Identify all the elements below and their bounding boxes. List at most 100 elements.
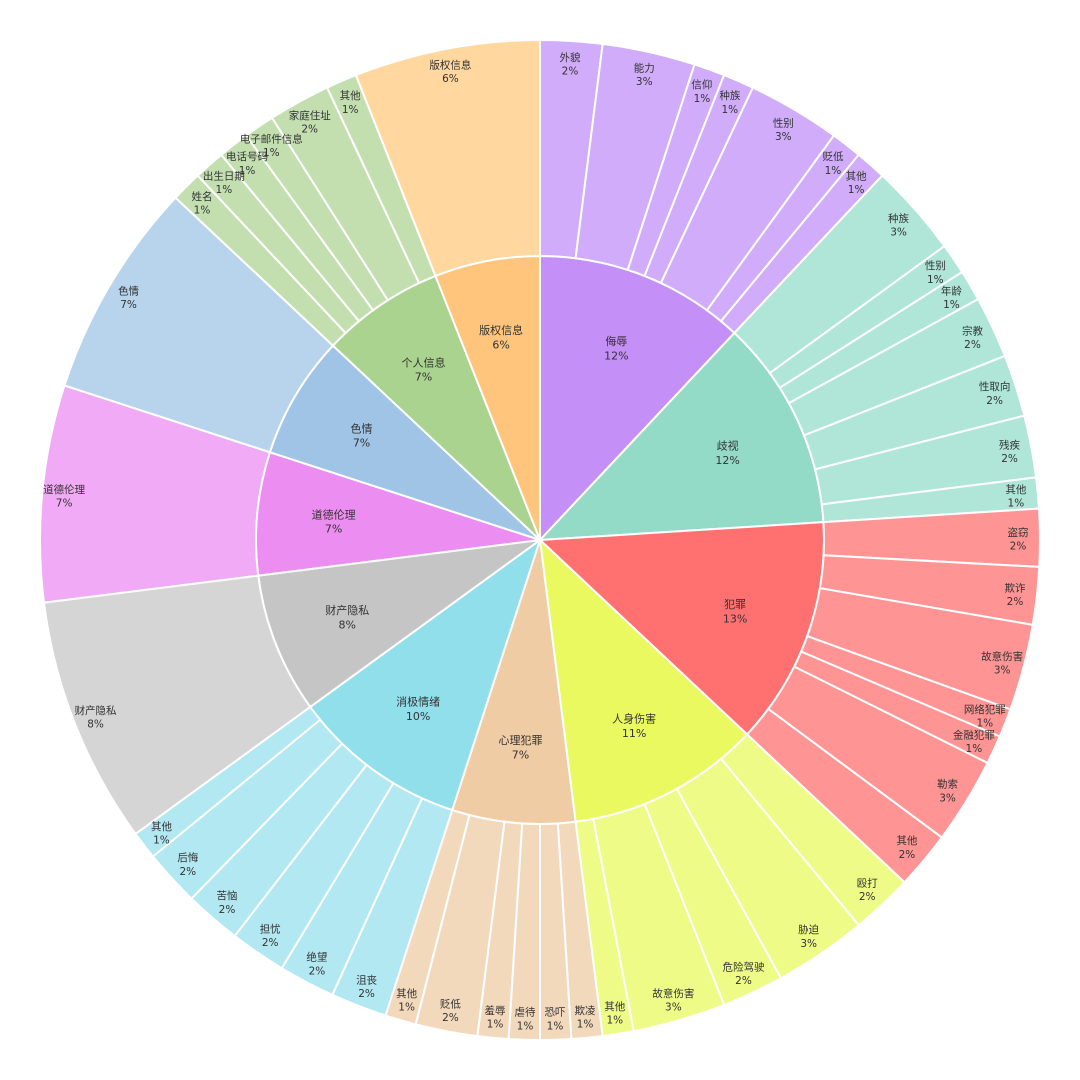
category-1-child-1-name: 性别: [925, 259, 946, 272]
category-0-child-0-name: 外貌: [560, 51, 581, 64]
category-0-child-5-value: 1%: [825, 165, 842, 177]
category-1-child-0-value: 3%: [890, 226, 907, 238]
category-8-child-0-value: 7%: [120, 299, 137, 311]
category-4-child-0-label: 欺凌 1%: [574, 1004, 595, 1031]
category-4-child-2-name: 虐待: [514, 1006, 535, 1019]
category-0-child-4-value: 3%: [775, 131, 792, 143]
category-0-name: 侮辱: [605, 334, 627, 348]
category-1-child-4-label: 性取向 2%: [979, 380, 1011, 407]
category-4-child-1-value: 1%: [547, 1020, 564, 1032]
category-2-child-4-name: 金融犯罪: [953, 729, 995, 742]
category-0-child-3-name: 种族: [719, 89, 740, 102]
category-9-child-1-name: 出生日期: [203, 169, 245, 182]
category-7-name: 道德伦理: [312, 507, 356, 521]
category-9-child-1-label: 出生日期 1%: [203, 169, 245, 196]
category-3-child-0-label: 殴打 2%: [857, 876, 878, 903]
category-2-child-0-label: 盗窃 2%: [1007, 526, 1028, 553]
category-8-child-0-label: 色情 7%: [118, 285, 139, 312]
category-9-child-1-value: 1%: [216, 184, 233, 196]
category-2-child-4-label: 金融犯罪 1%: [953, 729, 995, 756]
sector-labels: 侮辱 12%外貌 2% 能力 3% 信仰 1% 种族 1%性别 3%贬低 1% 其他 1%歧视 12%种族…: [43, 51, 1028, 1032]
category-1-child-2-label: 年龄 1%: [941, 285, 962, 312]
category-5-child-5-label: 其他 1%: [151, 820, 172, 847]
category-2-child-5-name: 勒索: [937, 778, 958, 791]
category-3-child-3-label: 故意伤害 3%: [652, 987, 694, 1014]
category-4-child-0-name: 欺凌: [574, 1004, 595, 1017]
category-4-child-1-name: 恐吓: [545, 1007, 566, 1019]
category-2-child-1-value: 2%: [1007, 596, 1024, 608]
category-3-child-4-name: 其他: [604, 1000, 625, 1013]
category-4-child-2-label: 虐待 1%: [514, 1006, 535, 1033]
category-0-child-6-value: 1%: [848, 184, 865, 196]
category-3-value: 11%: [622, 727, 646, 740]
category-7-child-0-label: 道德伦理 7%: [43, 483, 85, 510]
category-1-child-6-value: 1%: [1008, 498, 1025, 510]
category-3-child-4-value: 1%: [606, 1015, 623, 1027]
category-2-child-6-name: 其他: [896, 834, 917, 847]
category-9-label: 个人信息 7%: [401, 355, 445, 383]
category-10-child-0-name: 版权信息: [429, 58, 471, 71]
category-10-value: 6%: [492, 338, 509, 351]
category-6-child-0-label: 财产隐私 8%: [75, 704, 117, 731]
category-1-child-3-value: 2%: [964, 339, 981, 351]
category-6-child-0-name: 财产隐私: [75, 704, 117, 717]
category-8-value: 7%: [353, 437, 370, 450]
category-4-label: 心理犯罪 7%: [498, 734, 542, 761]
category-0-value: 12%: [604, 349, 628, 362]
category-1-child-3-name: 宗教: [962, 324, 983, 337]
category-0-child-6-label: 其他 1%: [846, 169, 867, 196]
category-5-child-4-name: 后悔: [177, 851, 198, 864]
category-10-child-0-wedge: [354, 38, 541, 278]
category-10-label: 版权信息 6%: [479, 323, 523, 351]
category-3-child-3-value: 3%: [665, 1002, 682, 1014]
category-5-child-4-label: 后悔 2%: [177, 851, 198, 878]
category-1-child-6-label: 其他 1%: [1005, 483, 1027, 510]
category-1-child-0-label: 种族 3%: [888, 212, 909, 239]
category-10-child-0-label: 版权信息 6%: [429, 58, 471, 85]
category-2-label: 犯罪 13%: [723, 598, 747, 625]
category-9-child-5-label: 其他 1%: [340, 89, 361, 116]
category-9-child-2-label: 电话号码 1%: [226, 150, 268, 177]
category-3-label: 人身伤害 11%: [612, 712, 656, 740]
category-5-name: 消极情绪: [396, 695, 440, 709]
category-5-child-4-value: 2%: [180, 866, 197, 878]
category-2-child-1-name: 欺诈: [1004, 581, 1026, 594]
category-3-child-2-name: 危险驾驶: [723, 960, 765, 973]
category-0-child-3-value: 1%: [722, 104, 739, 116]
category-5-child-5-name: 其他: [151, 820, 172, 833]
category-1-child-0-name: 种族: [888, 212, 909, 225]
category-0-child-4-label: 性别 3%: [773, 116, 794, 143]
category-3-name: 人身伤害: [612, 712, 656, 726]
category-4-child-3-label: 羞辱 1%: [485, 1004, 506, 1031]
category-5-child-0-name: 沮丧: [356, 973, 377, 986]
category-3-child-2-label: 危险驾驶 2%: [723, 960, 765, 987]
category-9-child-3-name: 电子邮件信息: [240, 133, 303, 146]
category-7-label: 道德伦理 7%: [312, 507, 356, 535]
category-9-name: 个人信息: [401, 355, 445, 369]
category-5-child-1-label: 绝望 2%: [306, 951, 327, 978]
category-9-child-4-value: 2%: [301, 124, 318, 136]
category-0-child-0-value: 2%: [562, 65, 579, 77]
category-0-child-6-name: 其他: [846, 169, 867, 182]
category-10-name: 版权信息: [479, 323, 523, 337]
category-3-child-0-value: 2%: [859, 891, 876, 903]
category-8-name: 色情: [351, 421, 373, 435]
category-9-child-2-value: 1%: [239, 165, 256, 177]
category-9-value: 7%: [415, 371, 432, 384]
category-9-child-0-label: 姓名 1%: [192, 190, 213, 217]
category-5-child-5-value: 1%: [153, 834, 170, 846]
category-2-child-2-label: 故意伤害 3%: [981, 650, 1023, 677]
category-8-label: 色情 7%: [351, 421, 373, 449]
category-0-child-0-label: 外貌 2%: [560, 51, 581, 78]
category-10-child-0-value: 6%: [442, 73, 459, 85]
outer-ring: [39, 38, 1041, 1042]
category-4-child-5-label: 其他 1%: [396, 987, 417, 1014]
category-5-child-3-value: 2%: [219, 904, 236, 916]
category-3-child-1-label: 胁迫 3%: [798, 923, 819, 950]
category-5-label: 消极情绪 10%: [396, 695, 440, 723]
category-0-child-1-label: 能力 3%: [634, 61, 655, 88]
category-0-child-5-label: 贬低 1%: [822, 150, 843, 177]
category-5-child-3-name: 苦恼: [216, 889, 237, 902]
category-1-label: 歧视 12%: [715, 439, 739, 467]
